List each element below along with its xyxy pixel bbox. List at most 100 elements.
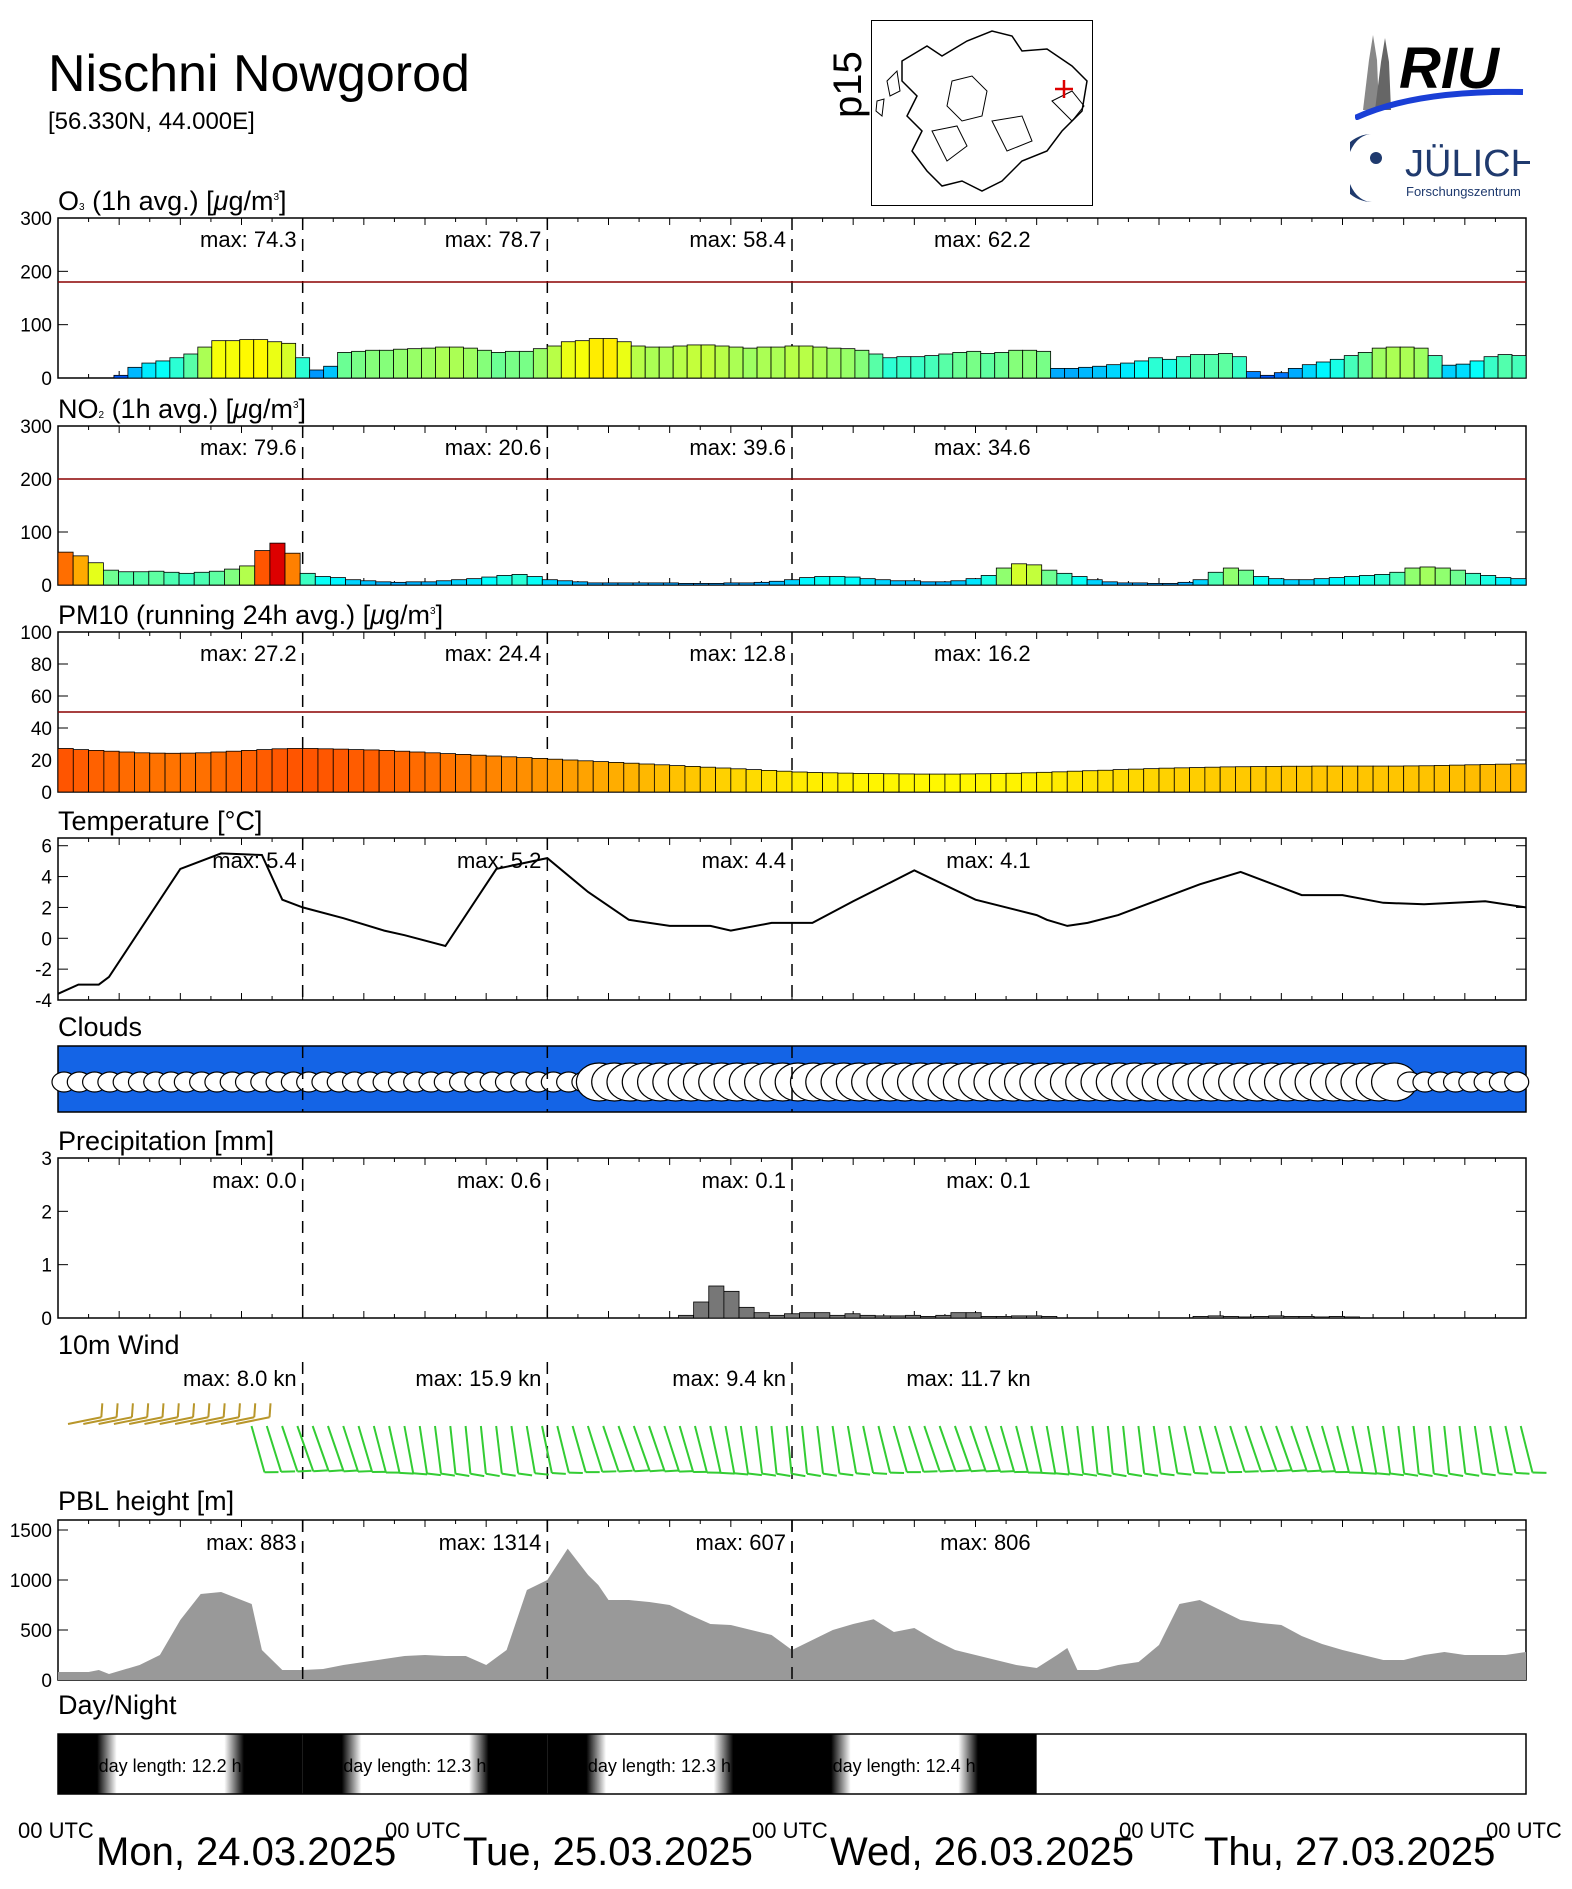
wind-barb (648, 1425, 666, 1472)
no2-bar (1374, 574, 1391, 586)
wind-barb (1473, 1425, 1483, 1474)
pbl-panel: 0 500 1000 1500 max: 883 max: 1314 max: 607 max… (10, 1519, 1527, 1692)
no2-bar (118, 571, 135, 586)
wind-barb-flag (776, 1472, 791, 1477)
no2-bar (1192, 579, 1209, 586)
wind-barb (1259, 1425, 1278, 1472)
pm10-bar (883, 773, 900, 793)
o3-bar (518, 350, 534, 379)
wind-barb-flag (1276, 1469, 1291, 1473)
pm10-bar (1418, 765, 1435, 793)
wind-barb (205, 1416, 240, 1425)
no2-bar (375, 581, 392, 586)
o3-bar (1106, 364, 1121, 379)
pm10-bar (1265, 766, 1282, 793)
no2-bar (1434, 567, 1451, 586)
wind-barb-flag (856, 1472, 871, 1476)
wind-barb-flag (501, 1472, 516, 1477)
o3-y-tick-label: 0 (41, 369, 52, 390)
wind-barb (1152, 1425, 1162, 1474)
o3-max-label: max: 58.4 (689, 227, 786, 252)
wind-barb-flag (939, 1469, 954, 1473)
no2-bar (784, 579, 800, 586)
no2-bar (829, 576, 846, 586)
o3-bar (1455, 363, 1471, 379)
riu-logo: RIU (1355, 35, 1524, 120)
o3-bar (323, 365, 339, 379)
day-label-wed: Wed, 26.03.2025 (830, 1830, 1134, 1874)
wind-barb (678, 1425, 695, 1473)
wind-barb-flag (1097, 1472, 1112, 1477)
wind-barb (403, 1425, 415, 1474)
wind-barb-flag (806, 1472, 821, 1478)
o3-y-tick-label: 200 (20, 262, 52, 283)
wind-barb (999, 1425, 1016, 1473)
o3-bar (281, 342, 297, 379)
wind-barb-flag (207, 1403, 211, 1418)
no2-bar (1026, 564, 1043, 586)
pm10-bar (592, 761, 609, 793)
no2-bar (1283, 579, 1300, 586)
day-length-label: day length: 12.3 h (343, 1756, 486, 1776)
o3-bar (337, 351, 353, 379)
wind-barb-flag (440, 1472, 456, 1477)
utc-label-3: 00 UTC (1119, 1818, 1195, 1843)
precip-y-tick-label: 1 (41, 1256, 52, 1277)
precip-bar (1011, 1315, 1027, 1319)
pm10-bar (241, 750, 258, 793)
wind-barb (785, 1425, 793, 1474)
precip-bar (1026, 1315, 1043, 1319)
wind-barb (862, 1425, 875, 1474)
wind-barb-flag (518, 1472, 533, 1477)
precip-bar (678, 1314, 695, 1319)
o3-bar (882, 357, 898, 379)
wind-barb-flag (1128, 1472, 1143, 1478)
wind-barb (418, 1425, 428, 1474)
no2-bar (1177, 581, 1194, 586)
temp-panel: -4 -2 0 2 4 6 max: 5.4 max: 5.2 max: 4.4 max: 4.1 (35, 837, 1527, 1012)
no2-panel-title: NO2 (1h avg.) [μg/m3] (58, 394, 307, 424)
no2-bar (799, 577, 816, 586)
no2-bar (1389, 571, 1406, 586)
wind-barb-flag (761, 1472, 777, 1477)
pm10-bar (378, 750, 395, 793)
wind-barb-flag (399, 1471, 414, 1475)
utc-label-4: 00 UTC (1486, 1818, 1562, 1843)
no2-bar (1132, 582, 1149, 586)
o3-bar (1050, 367, 1066, 379)
no2-bar (1510, 578, 1527, 586)
pm10-y-tick-label: 40 (31, 719, 52, 740)
precip-bar (935, 1314, 952, 1319)
wind-barb (571, 1425, 587, 1473)
o3-bar (1176, 356, 1191, 379)
no2-bar (435, 580, 452, 586)
day-length-label: day length: 12.3 h (588, 1756, 731, 1776)
pm10-panel: 0 20 40 60 80 100 max: 27.2 max: 24.4 max: 12.8 m… (20, 623, 1527, 804)
o3-panel-title: O3 (1h avg.) [μg/m3] (58, 186, 287, 216)
wind-max-label: max: 9.4 kn (672, 1366, 786, 1391)
wind-barb-flag (222, 1403, 226, 1418)
o3-bar (812, 346, 828, 379)
wind-barb (1183, 1425, 1196, 1474)
precip-bar (920, 1316, 937, 1319)
o3-bar (127, 366, 143, 379)
pbl-max-label: max: 1314 (439, 1530, 542, 1555)
o3-bar (421, 347, 436, 379)
wind-barb-flag (679, 1470, 694, 1473)
o3-bar (1399, 346, 1415, 379)
no2-bar (1480, 575, 1497, 586)
precip-y-tick-label: 0 (41, 1309, 52, 1330)
pm10-bar (1020, 772, 1038, 793)
o3-bar (854, 349, 870, 379)
wind-barb-flag (1291, 1469, 1307, 1473)
pm10-bar (1219, 766, 1236, 793)
o3-bar (1273, 372, 1289, 379)
pm10-bar (424, 752, 441, 793)
temp-y-tick-label: 2 (41, 898, 52, 919)
wind-barb (1198, 1425, 1213, 1473)
o3-bar (1232, 356, 1247, 379)
pm10-bar (959, 773, 976, 793)
no2-bar (572, 581, 589, 586)
pm10-bar (348, 749, 365, 793)
wind-barb (98, 1416, 133, 1425)
